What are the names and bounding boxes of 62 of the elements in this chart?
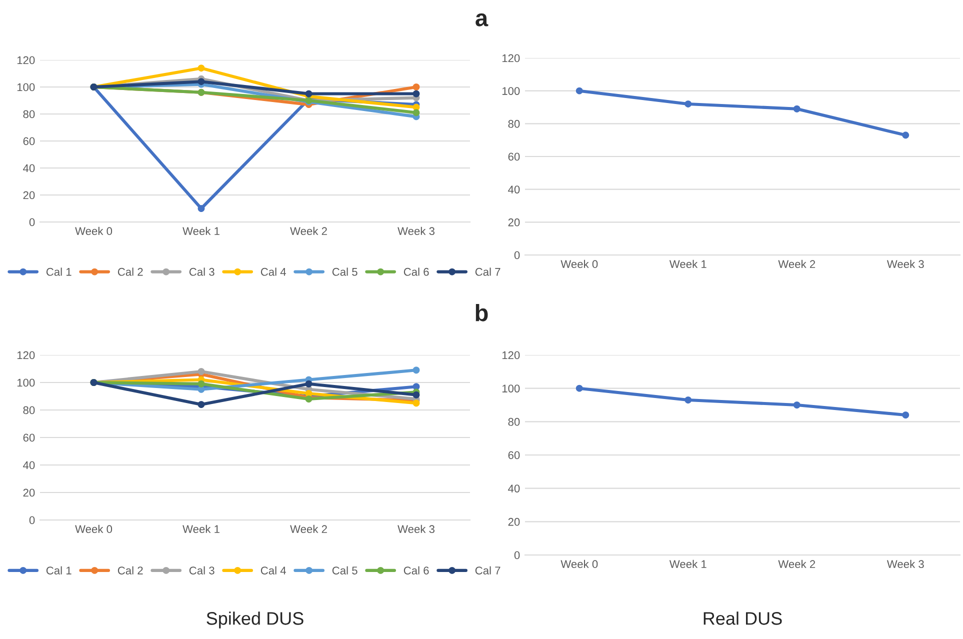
- y-tick-label: 0: [514, 251, 520, 260]
- legend-label: Cal 3: [189, 566, 214, 574]
- legend-label: Cal 1: [46, 268, 72, 276]
- text: a: [476, 13, 488, 26]
- y-tick-label: 100: [502, 87, 520, 95]
- legend-label: Cal 6: [404, 566, 429, 574]
- x-tick-label: Week 1: [182, 226, 220, 236]
- x-tick-label: Week 1: [182, 524, 220, 534]
- legend-label: Cal 2: [118, 268, 143, 276]
- y-tick-label: 120: [502, 351, 520, 360]
- x-tick-label: Week 2: [778, 260, 816, 268]
- x-tick-label: Week 2: [290, 524, 327, 534]
- y-tick-label: 40: [508, 186, 520, 194]
- y-tick-label: 80: [508, 120, 520, 128]
- legend-label: Cal 3: [189, 268, 214, 276]
- y-tick-label: 100: [502, 384, 520, 392]
- x-tick-label: Week 1: [669, 260, 706, 268]
- x-axis-title: Real DUS: [704, 612, 782, 625]
- x-tick-label: Week 2: [290, 226, 327, 236]
- legend-label: Cal 4: [260, 566, 286, 574]
- y-tick-label: 60: [23, 137, 35, 146]
- text: b: [476, 304, 488, 322]
- y-tick-label: 80: [23, 110, 35, 118]
- legend-label: Cal 5: [332, 566, 358, 574]
- x-tick-label: Week 0: [560, 560, 598, 568]
- legend-label: Cal 4: [260, 268, 286, 276]
- y-tick-label: 40: [23, 461, 35, 470]
- legend-label: Cal 2: [118, 566, 143, 574]
- x-tick-label: Week 0: [560, 260, 598, 268]
- y-tick-label: 20: [508, 218, 520, 226]
- y-tick-label: 0: [29, 218, 35, 226]
- legend-label: Cal 7: [475, 566, 500, 574]
- y-tick-label: 120: [17, 56, 35, 64]
- legend-label: Cal 5: [332, 268, 358, 276]
- x-tick-label: Week 2: [778, 560, 816, 568]
- y-tick-label: 100: [17, 83, 35, 92]
- x-tick-label: Week 3: [398, 226, 434, 236]
- x-tick-label: Week 3: [886, 260, 924, 268]
- legend-label: Cal 6: [404, 268, 429, 276]
- y-tick-label: 60: [508, 152, 520, 161]
- y-tick-label: 120: [17, 351, 35, 360]
- y-tick-label: 100: [17, 378, 35, 387]
- legend-label: Cal 1: [46, 566, 72, 574]
- y-tick-label: 40: [23, 164, 35, 172]
- x-tick-label: Week 1: [669, 560, 706, 568]
- y-tick-label: 80: [23, 406, 35, 414]
- y-tick-label: 60: [23, 434, 35, 442]
- y-tick-label: 60: [508, 451, 520, 460]
- y-tick-label: 0: [29, 516, 35, 524]
- y-tick-label: 20: [508, 518, 520, 526]
- y-tick-label: 40: [508, 484, 520, 492]
- x-tick-label: Week 3: [398, 524, 434, 534]
- legend-label: Cal 7: [475, 268, 500, 276]
- y-tick-label: 20: [23, 191, 35, 200]
- y-tick-label: 80: [508, 418, 520, 426]
- x-tick-label: Week 0: [75, 226, 112, 236]
- x-axis-title: Spiked DUS: [206, 612, 304, 628]
- x-tick-label: Week 0: [75, 524, 112, 534]
- x-tick-label: Week 3: [886, 560, 924, 568]
- y-tick-label: 120: [502, 54, 520, 62]
- y-tick-label: 20: [23, 488, 35, 497]
- y-tick-label: 0: [514, 551, 520, 560]
